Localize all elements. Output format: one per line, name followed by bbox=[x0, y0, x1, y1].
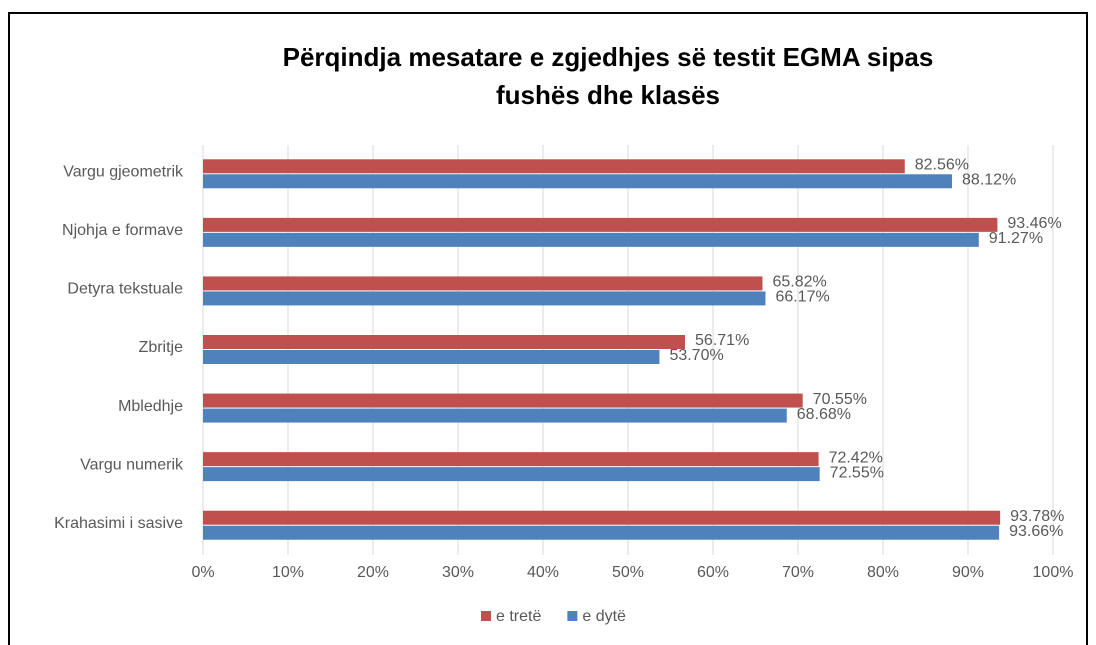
value-label: 91.27% bbox=[989, 230, 1043, 247]
x-tick-label: 60% bbox=[697, 564, 729, 581]
bar bbox=[203, 510, 1001, 525]
bar bbox=[203, 174, 953, 189]
legend-label: e tretë bbox=[496, 608, 541, 625]
value-label: 88.12% bbox=[962, 172, 1016, 189]
y-tick-label: Njohja e formave bbox=[62, 222, 183, 239]
x-tick-label: 40% bbox=[527, 564, 559, 581]
value-label: 93.46% bbox=[1007, 215, 1061, 232]
chart-frame bbox=[8, 12, 1088, 645]
legend-label: e dytë bbox=[582, 608, 626, 625]
value-label: 66.17% bbox=[775, 289, 829, 306]
value-label: 70.55% bbox=[813, 391, 867, 408]
y-tick-label: Vargu gjeometrik bbox=[63, 164, 184, 181]
x-tick-label: 20% bbox=[357, 564, 389, 581]
x-tick-label: 10% bbox=[272, 564, 304, 581]
value-label: 72.42% bbox=[829, 449, 883, 466]
y-tick-label: Krahasimi i sasive bbox=[54, 515, 183, 532]
value-label: 93.78% bbox=[1010, 508, 1064, 525]
x-tick-label: 50% bbox=[612, 564, 644, 581]
bar bbox=[203, 467, 820, 482]
x-tick-label: 90% bbox=[952, 564, 984, 581]
bar bbox=[203, 276, 763, 291]
y-tick-label: Mbledhje bbox=[118, 398, 183, 415]
x-tick-label: 70% bbox=[782, 564, 814, 581]
chart-title: Përqindja mesatare e zgjedhjes së testit… bbox=[282, 42, 934, 110]
legend-swatch bbox=[481, 611, 491, 621]
bar bbox=[203, 159, 905, 174]
bar bbox=[203, 393, 803, 408]
x-tick-label: 0% bbox=[191, 564, 214, 581]
y-tick-label: Detyra tekstuale bbox=[67, 281, 183, 298]
value-label: 72.55% bbox=[830, 464, 884, 481]
value-label: 68.68% bbox=[797, 406, 851, 423]
value-label: 65.82% bbox=[772, 274, 826, 291]
y-tick-label: Zbritje bbox=[139, 339, 184, 356]
bar bbox=[203, 525, 1000, 540]
bar bbox=[203, 291, 766, 306]
bar bbox=[203, 335, 686, 349]
x-tick-label: 30% bbox=[442, 564, 474, 581]
value-label: 56.71% bbox=[695, 332, 749, 349]
value-label: 53.70% bbox=[669, 347, 723, 364]
bar bbox=[203, 452, 819, 467]
value-label: 82.56% bbox=[915, 157, 969, 174]
bar bbox=[203, 232, 979, 247]
legend-swatch bbox=[567, 611, 578, 621]
bar bbox=[203, 217, 998, 232]
x-tick-label: 100% bbox=[1033, 564, 1074, 581]
bar bbox=[203, 408, 787, 423]
x-tick-label: 80% bbox=[867, 564, 899, 581]
bar bbox=[203, 350, 660, 364]
y-tick-label: Vargu numerik bbox=[80, 456, 184, 473]
value-label: 93.66% bbox=[1009, 523, 1063, 540]
